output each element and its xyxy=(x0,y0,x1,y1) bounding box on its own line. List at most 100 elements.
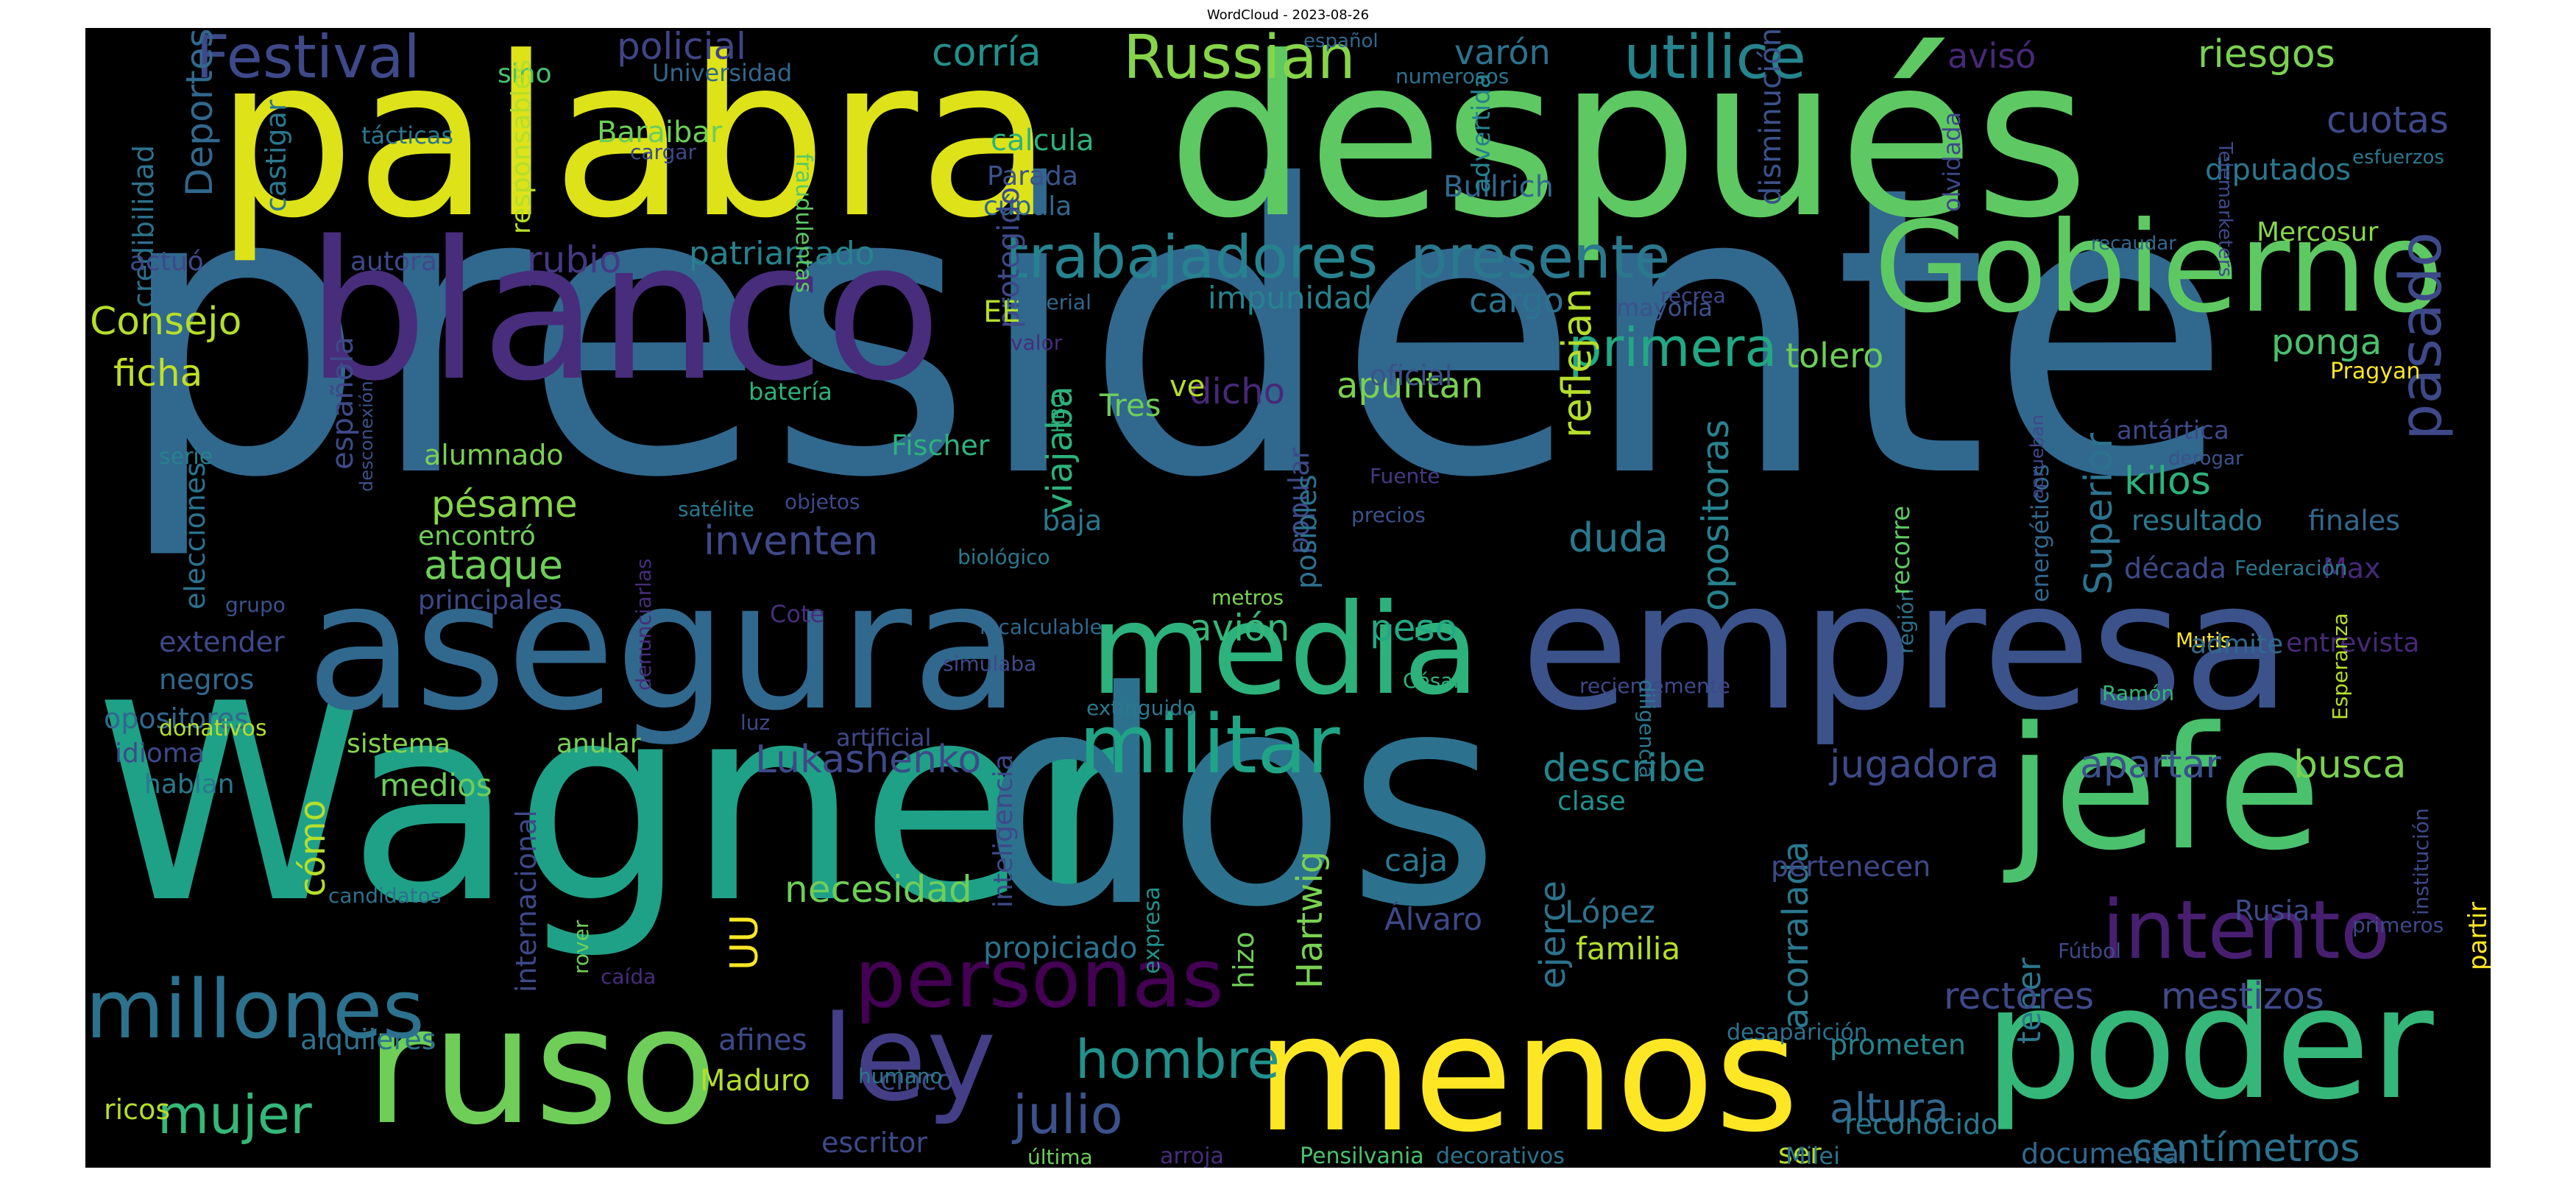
cloud-word: finales xyxy=(2308,504,2401,537)
cloud-word: centímetros xyxy=(2131,1126,2360,1168)
cloud-word: pasado xyxy=(2388,232,2455,440)
cloud-word: presente xyxy=(1410,223,1671,292)
cloud-word: riesgos xyxy=(2198,32,2335,77)
cloud-word: diligencia xyxy=(1635,680,1659,779)
word-cloud-canvas: presidente palabra después Wagner dos blanco a… xyxy=(85,28,2491,1168)
cloud-word: Fischer xyxy=(891,429,990,462)
cloud-word: humano xyxy=(858,1064,943,1088)
cloud-word: hombre xyxy=(1075,1029,1280,1090)
cloud-word: recientemente xyxy=(1579,674,1730,698)
cloud-word: Fútbol xyxy=(2058,939,2121,963)
cloud-word: idioma xyxy=(115,738,205,769)
cloud-word: arroja xyxy=(1160,1143,1224,1168)
cloud-word: apartar xyxy=(2080,743,2221,787)
cloud-word: inventen xyxy=(704,518,879,564)
cloud-word: incalculable xyxy=(980,615,1103,639)
cloud-word: duda xyxy=(1568,515,1669,561)
cloud-word: Consejo xyxy=(90,300,242,344)
cloud-word: posibles xyxy=(1290,474,1323,589)
cloud-word: pésame xyxy=(431,483,578,526)
cloud-word: sistema xyxy=(347,729,450,759)
cloud-word: derogar xyxy=(2168,448,2243,470)
cloud-word: disminución xyxy=(1754,28,1788,206)
cloud-word: Superior xyxy=(2077,433,2121,595)
cloud-word: autora xyxy=(350,247,437,277)
cloud-word: antártica xyxy=(2117,416,2229,445)
cloud-word: primeros xyxy=(2352,913,2444,937)
cloud-word: Tres xyxy=(1100,387,1161,423)
cloud-word: calcula xyxy=(991,124,1094,158)
cloud-word: esfuerzos xyxy=(2352,147,2444,169)
cloud-word: EE xyxy=(983,295,1021,329)
cloud-word: militar xyxy=(1079,697,1340,791)
cloud-word: personas xyxy=(854,931,1224,1026)
cloud-word: negros xyxy=(159,663,255,696)
cloud-word: región xyxy=(1894,588,1918,654)
cloud-word: López xyxy=(1565,894,1655,930)
cloud-word: internacional xyxy=(510,810,542,992)
cloud-word: Rusia xyxy=(2234,895,2310,927)
cloud-word: busca xyxy=(2293,743,2407,787)
cloud-word: avión xyxy=(1189,607,1290,649)
cloud-word: cúpula xyxy=(983,191,1072,222)
cloud-word: serie xyxy=(159,444,213,470)
cloud-word: caja xyxy=(1384,842,1448,878)
cloud-word: Festival xyxy=(196,28,420,91)
cloud-word: después xyxy=(1167,28,2090,267)
cloud-word: desaparición xyxy=(1727,1020,1868,1045)
cloud-word: necesidad xyxy=(785,868,972,911)
cloud-word: Ramón xyxy=(2102,681,2175,705)
cloud-word: describe xyxy=(1543,747,1706,791)
cloud-word: objetos xyxy=(785,490,860,514)
cloud-word: fraudulentas xyxy=(790,153,816,293)
cloud-word: Bullrich xyxy=(1443,170,1554,204)
cloud-word: peso xyxy=(1370,607,1458,649)
cloud-word: decorativos xyxy=(1436,1143,1565,1168)
cloud-word: medios xyxy=(380,767,492,803)
cloud-word: oficial xyxy=(1370,359,1453,392)
cloud-word: alquileres xyxy=(300,1023,436,1056)
cloud-word: olvidada xyxy=(1938,111,1966,212)
cloud-word: baja xyxy=(1042,504,1103,537)
cloud-word: tolero xyxy=(1786,336,1884,375)
cloud-word: Parada xyxy=(987,161,1078,191)
cloud-word: artificial xyxy=(836,724,932,752)
cloud-word: ruso xyxy=(365,972,718,1160)
cloud-word: caída xyxy=(601,964,657,989)
cloud-word: Milei xyxy=(1786,1142,1840,1168)
cloud-word: propiciado xyxy=(983,931,1138,965)
cloud-word: kilos xyxy=(2124,459,2211,504)
cloud-word: opositores xyxy=(104,702,250,735)
cloud-word: simulaba xyxy=(943,652,1037,676)
cloud-word: utilice xyxy=(1624,28,1807,93)
cloud-word: batería xyxy=(749,378,832,406)
cloud-word: corría xyxy=(932,31,1041,75)
cloud-word: alumnado xyxy=(424,439,564,471)
cloud-word: ataque xyxy=(424,542,564,588)
cloud-word: diputados xyxy=(2205,153,2352,187)
cloud-word: trabajadores xyxy=(1005,223,1379,292)
cloud-word: hizo xyxy=(1228,931,1260,989)
cloud-word: Esperanza xyxy=(2328,613,2352,720)
cloud-word: Deportes xyxy=(178,28,221,197)
cloud-word: reconocido xyxy=(1844,1108,1998,1140)
cloud-word: actuó xyxy=(130,247,204,277)
cloud-word: recaudar xyxy=(2091,233,2176,255)
cloud-word: anular xyxy=(556,729,641,759)
cloud-word: expresa xyxy=(1139,886,1165,974)
cloud-word: sino xyxy=(498,59,552,89)
cloud-word: ficha xyxy=(113,352,203,395)
cloud-word: rectores xyxy=(1944,975,2095,1017)
cloud-word: recrea xyxy=(1660,283,1726,308)
cloud-word: impunidad xyxy=(1208,280,1373,316)
cloud-word: entrevista xyxy=(2286,628,2420,658)
cloud-word: Hartwig xyxy=(1289,850,1331,989)
cloud-word: español xyxy=(1303,30,1379,52)
cloud-word: valor xyxy=(1011,331,1063,355)
cloud-word: ley xyxy=(821,990,997,1127)
cloud-word: clase xyxy=(1557,786,1626,817)
cloud-word: menos xyxy=(1256,979,1800,1168)
cloud-word: media xyxy=(1090,577,1480,723)
cloud-word: avisó xyxy=(1947,36,2037,76)
cloud-word: hablan xyxy=(144,769,235,800)
